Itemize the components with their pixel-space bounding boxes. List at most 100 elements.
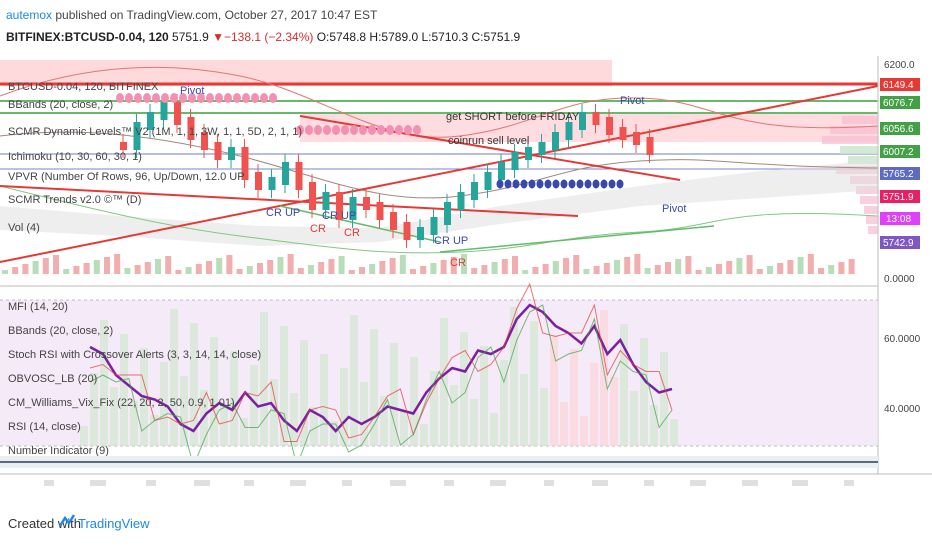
volume-bar	[206, 261, 212, 274]
volume-bar	[573, 255, 580, 274]
candle-body	[160, 102, 168, 120]
level-dot	[314, 125, 322, 135]
vix-fix-bar	[330, 421, 338, 446]
volume-bar	[624, 257, 631, 274]
volume-bar	[277, 257, 284, 274]
level-dot	[134, 93, 142, 103]
volume-bar	[685, 256, 692, 274]
candle-body	[268, 177, 276, 190]
svg-text:5751.9: 5751.9	[883, 192, 914, 203]
vix-fix-bar	[320, 354, 328, 446]
ichimoku-cloud	[0, 160, 878, 246]
svg-text:5765.2: 5765.2	[883, 169, 914, 180]
svg-text:6007.2: 6007.2	[883, 147, 914, 158]
candle-body	[403, 222, 411, 240]
volume-bar	[226, 255, 233, 274]
time-axis[interactable]	[44, 480, 854, 486]
vix-fix-bar	[470, 399, 478, 446]
lower-scale-40: 40.0000	[884, 404, 921, 415]
candle-body	[619, 127, 627, 140]
volume-bar	[767, 266, 773, 274]
volume-bar	[450, 257, 457, 274]
volume-bar	[491, 262, 498, 274]
vix-fix-bar	[180, 376, 188, 446]
legend-scmr-levels: SCMR Dynamic Levels™ V2 (1M, 1, 1, 3W, 1…	[8, 126, 302, 138]
cr-label-1: CR	[310, 223, 326, 235]
volume-bar	[399, 255, 406, 274]
volume-bar	[318, 262, 325, 274]
candle-body	[390, 212, 397, 230]
stoch-d-line	[89, 304, 673, 468]
symbol-info: BITFINEX:BTCUSD-0.04, 120 5751.9 ▼−138.1…	[6, 30, 520, 44]
candle-body	[228, 147, 235, 160]
volume-bar	[828, 265, 835, 274]
vix-fix-bar	[380, 396, 388, 446]
legend-symbol: BTCUSD-0.04, 120, BITFINEX	[8, 81, 159, 93]
publisher-link[interactable]: autemox	[6, 8, 53, 22]
vix-fix-bar	[290, 393, 298, 446]
volume-bar	[512, 256, 518, 274]
level-dot	[224, 93, 232, 103]
candle-body	[417, 227, 424, 240]
vix-fix-bar	[610, 377, 618, 446]
volume-bar	[787, 260, 794, 274]
candle-body	[309, 182, 316, 210]
volume-bar	[359, 267, 365, 274]
volume-bar	[389, 258, 396, 274]
candle-body	[322, 192, 330, 210]
level-dot	[520, 179, 528, 189]
volume-bar	[236, 269, 243, 274]
vix-fix-bar	[510, 307, 518, 446]
trendline-green-2	[439, 225, 715, 253]
footer: Created with TradingView	[0, 494, 932, 550]
cr-up-label-1: CR UP	[266, 207, 300, 219]
volume-bar	[552, 261, 559, 274]
level-dot	[188, 93, 196, 103]
volume-bar	[297, 268, 304, 274]
candle-body	[376, 202, 384, 220]
volume-bar	[338, 256, 345, 274]
candle-body	[646, 137, 654, 155]
candle-body	[187, 117, 195, 140]
volume-bar	[522, 270, 529, 274]
volume-bar	[63, 269, 70, 274]
tradingview-brand[interactable]: TradingView	[78, 516, 150, 531]
bband-upper	[0, 66, 879, 138]
vix-fix-bar	[520, 374, 528, 446]
volume-bar	[216, 258, 223, 274]
vix-fix-bar	[600, 310, 608, 446]
vix-fix-bar	[580, 416, 588, 446]
volume-bar	[93, 260, 100, 274]
legend-lower-bbands: BBands (20, close, 2)	[8, 325, 113, 337]
volume-bar	[22, 264, 29, 274]
publish-info: autemox published on TradingView.com, Oc…	[6, 8, 377, 22]
candle-body	[579, 112, 586, 130]
candle-body	[511, 152, 519, 170]
level-dot	[260, 93, 268, 103]
chart-area[interactable]: BTCUSD-0.04, 120, BITFINEX BBands (20, c…	[0, 56, 932, 494]
volume-bar	[267, 260, 274, 274]
level-dot	[332, 125, 340, 135]
resistance-zone-top	[0, 60, 612, 86]
candle-body	[498, 162, 505, 180]
level-dot	[269, 93, 277, 103]
vix-fix-bar	[280, 326, 288, 446]
volume-bar	[603, 263, 610, 274]
vix-fix-bar	[500, 360, 508, 446]
candle-body	[295, 162, 303, 190]
vix-fix-bar	[190, 323, 198, 446]
bband-lower	[0, 185, 879, 254]
stoch-k-line	[89, 282, 673, 442]
price-tag-5765: 5765.2	[880, 167, 920, 180]
vix-fix-bar	[490, 413, 498, 446]
volume-bar	[53, 255, 59, 274]
svg-text:6056.6: 6056.6	[883, 124, 914, 135]
volume-bar	[736, 258, 743, 274]
candle-body	[282, 162, 289, 185]
candle-body	[444, 202, 451, 225]
volume-bar	[246, 266, 253, 274]
vix-fix-bar	[110, 387, 118, 446]
volume-bar	[12, 267, 19, 274]
volume-bar	[501, 259, 508, 274]
volume-bar	[848, 259, 855, 274]
